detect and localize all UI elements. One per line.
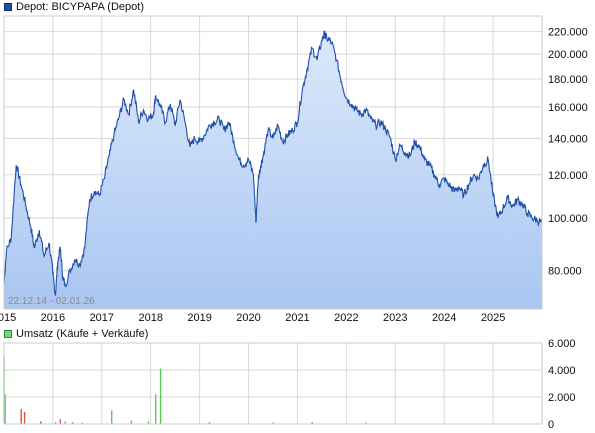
- legend-main-swatch: [4, 3, 12, 11]
- price-plot-frame: [3, 15, 543, 310]
- volume-bar: [20, 409, 22, 424]
- price-y-tick-label: 220.000: [548, 27, 588, 39]
- price-y-axis: 80.000 100.000 120.000 140.000 160.000 180.00…: [548, 27, 588, 278]
- legend-volume: Umsatz (Käufe + Verkäufe): [4, 328, 148, 340]
- volume-y-axis: 0 2.000 4.000 6.000: [548, 338, 576, 431]
- volume-bars: [3, 356, 367, 424]
- price-x-axis: 2015 2016 2017 2018 2019 2020 2021 2022 2023 2024…: [0, 312, 505, 324]
- volume-bar: [40, 421, 42, 424]
- volume-bar: [23, 411, 26, 424]
- price-y-tick-label: 180.000: [548, 74, 588, 86]
- volume-y-tick-label: 2.000: [548, 392, 576, 404]
- volume-bar: [4, 394, 6, 424]
- volume-bar: [208, 422, 211, 424]
- volume-bar: [311, 422, 313, 424]
- legend-main: Depot: BICYPAPA (Depot): [4, 1, 144, 13]
- volume-y-tick-label: 0: [548, 419, 554, 431]
- price-y-tick-label: 100.000: [548, 213, 588, 225]
- price-y-tick-label: 200.000: [548, 49, 588, 61]
- volume-bar: [71, 422, 74, 424]
- price-x-tick-label: 2018: [138, 312, 162, 324]
- price-x-tick-label: 2019: [187, 312, 211, 324]
- price-x-tick-label: 2021: [285, 312, 309, 324]
- date-range-label: 22.12.14 - 02.01.26: [8, 296, 95, 307]
- price-x-tick-label: 2016: [41, 312, 65, 324]
- volume-bar: [54, 422, 57, 424]
- price-x-tick-label: 2022: [334, 312, 358, 324]
- volume-y-tick-label: 6.000: [548, 338, 576, 350]
- volume-bar: [272, 422, 274, 424]
- price-x-tick-label: 2017: [90, 312, 114, 324]
- volume-bar: [130, 420, 132, 424]
- price-line: [3, 30, 543, 296]
- legend-volume-label: Umsatz (Käufe + Verkäufe): [16, 328, 149, 340]
- volume-bar: [64, 421, 66, 424]
- price-y-tick-label: 160.000: [548, 102, 588, 114]
- volume-bar: [159, 368, 162, 424]
- volume-bar: [81, 422, 84, 424]
- price-x-tick-label: 2024: [432, 312, 456, 324]
- price-y-tick-label: 140.000: [548, 133, 588, 145]
- legend-main-label: Depot: BICYPAPA (Depot): [16, 1, 144, 13]
- price-x-tick-label: 2023: [383, 312, 407, 324]
- volume-plot-frame: [3, 342, 543, 425]
- price-y-tick-label: 80.000: [548, 266, 582, 278]
- volume-bar: [147, 421, 150, 424]
- volume-bar: [111, 410, 113, 424]
- volume-bar: [155, 394, 157, 424]
- price-y-tick-label: 120.000: [548, 170, 588, 182]
- legend-volume-swatch: [4, 330, 12, 338]
- price-x-tick-label: 2025: [481, 312, 505, 324]
- volume-bar: [365, 422, 367, 424]
- volume-grid: [3, 342, 542, 425]
- volume-bar: [59, 419, 61, 424]
- price-area: [4, 30, 542, 309]
- volume-y-tick-label: 4.000: [548, 365, 576, 377]
- price-x-tick-label: 2020: [236, 312, 260, 324]
- price-x-tick-label: 2015: [0, 312, 16, 324]
